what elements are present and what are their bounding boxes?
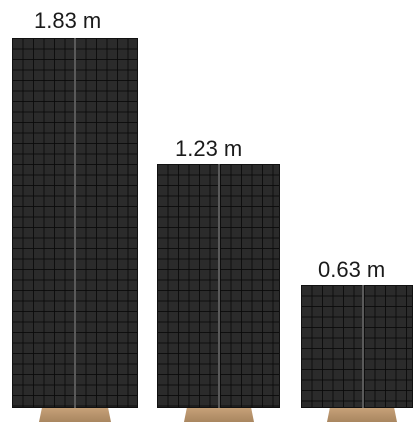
height-label-tall: 1.83 m — [34, 8, 102, 33]
acoustic-panel-tall — [12, 38, 138, 408]
wooden-stand-tall — [39, 408, 111, 422]
panel-seam — [218, 164, 220, 408]
wooden-stand-short — [327, 408, 397, 422]
panel-seam — [74, 38, 76, 408]
acoustic-panel-short — [301, 285, 413, 408]
wooden-stand-medium — [184, 408, 254, 422]
height-label-medium: 1.23 m — [175, 136, 243, 161]
acoustic-panel-medium — [157, 164, 280, 408]
panel-seam — [362, 285, 364, 408]
height-label-short: 0.63 m — [318, 257, 386, 282]
